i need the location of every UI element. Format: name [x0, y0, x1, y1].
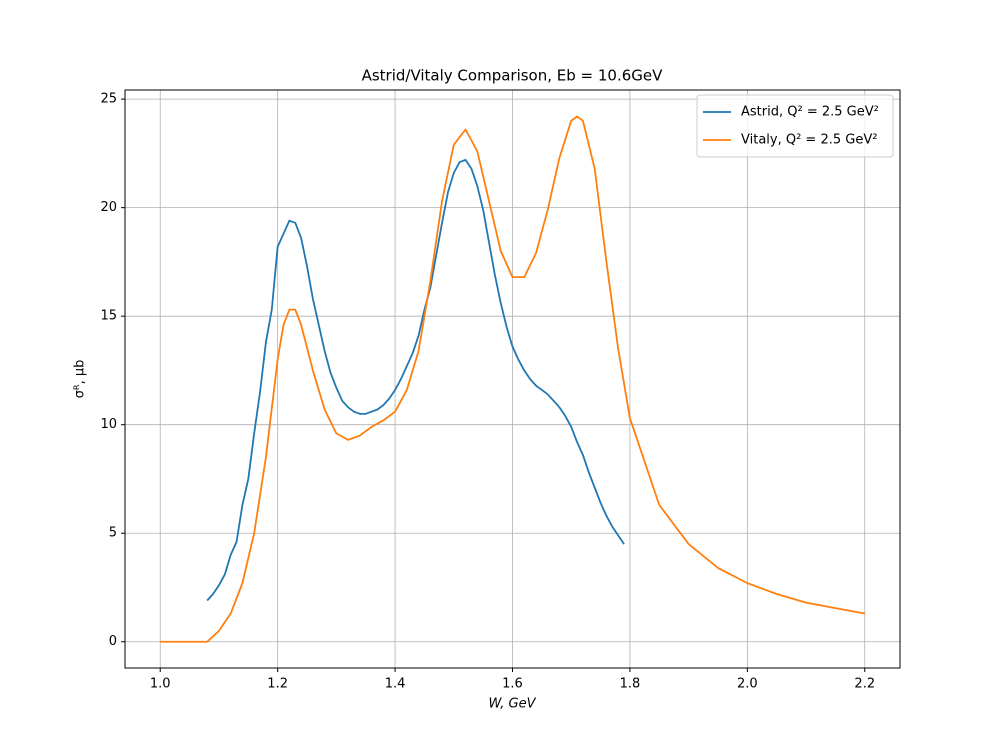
x-tick-label: 2.2: [854, 677, 875, 692]
x-tick-label: 1.0: [150, 677, 171, 692]
x-tick-label: 1.6: [502, 677, 523, 692]
chart-title: Astrid/Vitaly Comparison, Eb = 10.6GeV: [362, 67, 664, 85]
legend-label: Vitaly, Q² = 2.5 GeV²: [741, 133, 877, 148]
legend-label: Astrid, Q² = 2.5 GeV²: [741, 105, 879, 120]
data-line: [160, 115, 865, 643]
y-tick-label: 20: [100, 200, 117, 215]
y-tick-label: 10: [100, 417, 117, 432]
x-tick-label: 1.4: [385, 677, 406, 692]
legend-box: [696, 94, 894, 158]
x-tick-label: 1.2: [267, 677, 288, 692]
x-tick-label: 2.0: [737, 677, 758, 692]
data-line: [206, 158, 625, 602]
x-axis-label: W, GeV: [488, 697, 536, 712]
y-tick-label: 5: [109, 526, 117, 541]
y-axis-label: σᴿ, μb: [73, 360, 88, 399]
x-tick-label: 1.8: [620, 677, 641, 692]
y-tick-label: 25: [100, 92, 117, 107]
y-tick-label: 0: [109, 634, 117, 649]
y-tick-label: 15: [100, 309, 117, 324]
plot-frame: [124, 89, 901, 669]
